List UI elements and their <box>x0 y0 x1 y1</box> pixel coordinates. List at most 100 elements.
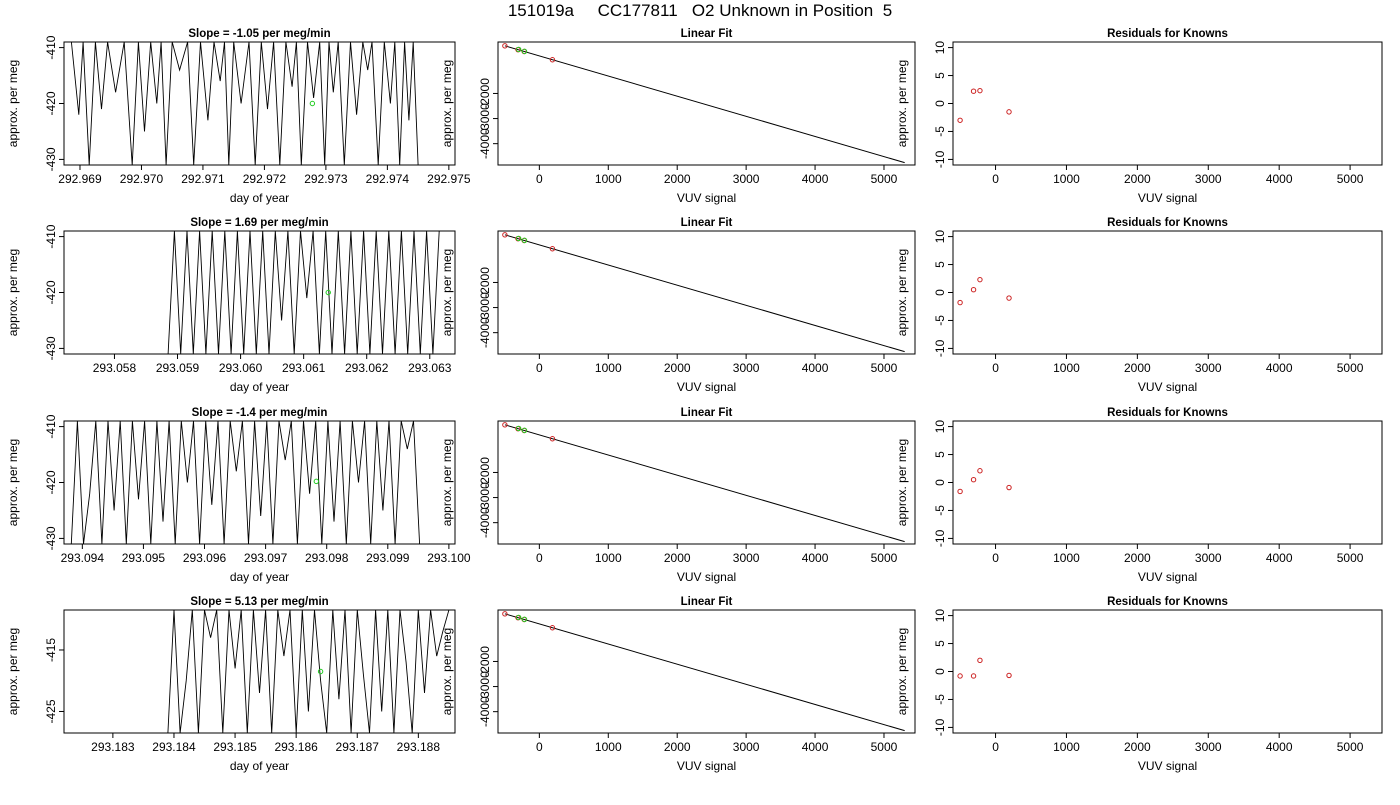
y-tick-label: -425 <box>44 699 58 723</box>
residual-point <box>1006 295 1012 301</box>
x-tick-label: 2000 <box>1124 361 1151 375</box>
panel-linear-fit-1: Linear Fit 0 1000 2000 3000 4000 5000 VUV signa… <box>440 28 916 205</box>
x-tick-label: 4000 <box>1266 551 1293 565</box>
y-tick-label: -2000 <box>478 457 492 488</box>
x-tick-label: 0 <box>992 361 999 375</box>
residual-point <box>970 477 977 483</box>
plot-frame <box>952 609 1383 734</box>
x-tick-label: 5000 <box>1337 740 1364 754</box>
x-tick-label: 2000 <box>664 172 691 186</box>
x-tick-label: 3000 <box>1195 361 1222 375</box>
data-layer <box>502 611 905 732</box>
y-tick-label: -5 <box>933 315 947 326</box>
x-axis-label: VUV signal <box>677 191 736 205</box>
x-tick-label: 292.972 <box>243 172 287 186</box>
residual-point <box>957 488 963 495</box>
x-tick-label: 5000 <box>1337 361 1364 375</box>
y-tick-label: 5 <box>933 640 947 647</box>
y-tick-label: 0 <box>933 668 947 675</box>
x-tick-label: 4000 <box>802 551 829 565</box>
y-tick-label: -3000 <box>478 482 492 513</box>
x-tick-label: 1000 <box>595 740 622 754</box>
unknown-point <box>515 425 522 432</box>
x-tick-label: 0 <box>536 172 543 186</box>
x-tick-label: 2000 <box>1124 172 1151 186</box>
y-tick-label: -10 <box>933 718 947 736</box>
x-tick-label: 293.100 <box>427 551 471 565</box>
x-tick-label: 0 <box>992 551 999 565</box>
x-tick-label: 4000 <box>802 361 829 375</box>
panel-linear-fit-2: Linear Fit 0 1000 2000 3000 4000 5000 VUV signa… <box>440 217 916 394</box>
panel-linear-fit-4: Linear Fit 0 1000 2000 3000 4000 5000 VUV signa… <box>440 596 916 773</box>
panel-title: Slope = 5.13 per meg/min <box>190 596 328 608</box>
panel-residuals-1: Residuals for Knowns 0 1000 2000 3000 4000 500… <box>895 28 1383 205</box>
panel-title: Linear Fit <box>681 28 733 40</box>
x-tick-label: 1000 <box>1053 361 1080 375</box>
y-tick-label: -2000 <box>478 78 492 109</box>
x-tick-label: 2000 <box>664 740 691 754</box>
y-tick-label: 5 <box>933 261 947 268</box>
y-axis-label: approx. per meg <box>440 249 454 336</box>
x-tick-label: 4000 <box>1266 740 1293 754</box>
y-tick-label: -4000 <box>478 128 492 159</box>
panel-title: Residuals for Knowns <box>1107 217 1228 229</box>
x-tick-label: 0 <box>536 740 543 754</box>
y-tick-label: -420 <box>44 470 58 494</box>
y-tick-label: -5 <box>933 126 947 137</box>
green-marker <box>309 100 316 107</box>
x-tick-label: 293.097 <box>244 551 288 565</box>
y-tick-label: -10 <box>933 529 947 547</box>
x-tick-label: 1000 <box>1053 172 1080 186</box>
y-tick-label: -4000 <box>478 317 492 348</box>
unknown-point <box>521 237 528 244</box>
x-tick-label: 0 <box>536 361 543 375</box>
data-layer <box>502 43 905 164</box>
data-layer <box>957 87 1012 123</box>
y-axis-label: approx. per meg <box>895 628 909 715</box>
y-axis-label: approx. per meg <box>440 628 454 715</box>
green-marker <box>325 289 331 296</box>
plot-frame <box>952 230 1383 355</box>
residual-point <box>977 657 983 664</box>
x-tick-label: 5000 <box>871 361 898 375</box>
x-tick-label: 293.184 <box>152 740 196 754</box>
x-tick-label: 292.971 <box>181 172 225 186</box>
x-axis-label: VUV signal <box>677 380 736 394</box>
y-tick-label: 0 <box>933 479 947 486</box>
x-axis-label: day of year <box>230 759 289 773</box>
x-tick-label: 292.975 <box>427 172 471 186</box>
residual-point <box>977 468 983 474</box>
plot-frame <box>497 420 916 545</box>
x-tick-label: 4000 <box>802 740 829 754</box>
x-tick-label: 293.061 <box>282 361 326 375</box>
plot-frame <box>952 41 1383 166</box>
x-tick-label: 1000 <box>1053 551 1080 565</box>
y-axis-label: approx. per meg <box>895 249 909 336</box>
y-tick-label: -3000 <box>478 671 492 702</box>
plot-frame <box>63 41 456 166</box>
x-tick-label: 293.059 <box>156 361 200 375</box>
y-tick-label: -420 <box>44 280 58 304</box>
residual-point <box>970 673 977 679</box>
x-tick-label: 293.096 <box>183 551 227 565</box>
known-point <box>502 422 508 428</box>
x-tick-label: 2000 <box>664 361 691 375</box>
panel-title: Slope = 1.69 per meg/min <box>190 217 328 229</box>
unknown-point <box>515 46 522 53</box>
y-axis-label: approx. per meg <box>6 249 20 336</box>
data-layer <box>957 468 1012 495</box>
x-tick-label: 3000 <box>733 361 760 375</box>
series-line <box>167 610 450 733</box>
x-tick-label: 293.188 <box>397 740 441 754</box>
x-tick-label: 5000 <box>871 172 898 186</box>
panel-title: Linear Fit <box>681 407 733 419</box>
x-axis-label: VUV signal <box>1138 380 1197 394</box>
x-tick-label: 2000 <box>1124 740 1151 754</box>
residual-point <box>970 287 977 293</box>
green-marker <box>313 478 320 485</box>
known-point <box>549 625 556 631</box>
y-tick-label: 10 <box>933 230 947 244</box>
x-tick-label: 1000 <box>595 551 622 565</box>
x-tick-label: 293.062 <box>345 361 389 375</box>
data-layer <box>167 610 450 733</box>
